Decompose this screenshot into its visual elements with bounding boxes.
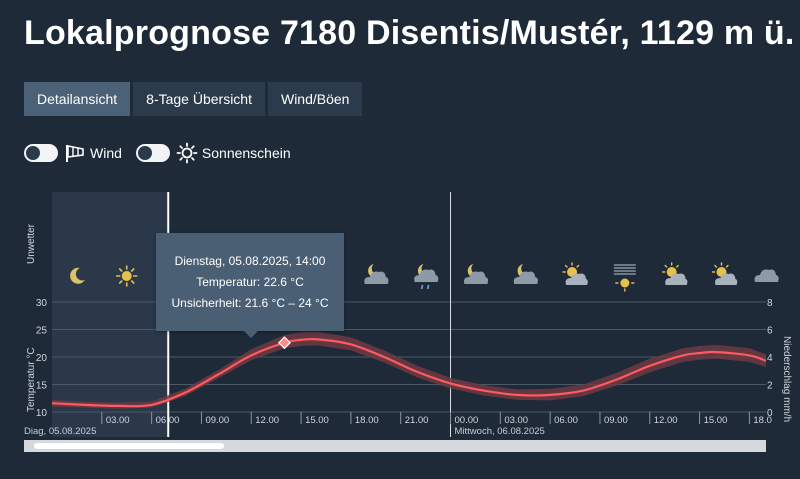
x-tick-label: 15.00 xyxy=(305,415,329,426)
y-right-tick-label: 4 xyxy=(767,353,773,364)
y-left-tick-label: 15 xyxy=(36,381,48,392)
y-left-tick-label: 20 xyxy=(36,353,48,364)
chart-scrollbar[interactable] xyxy=(24,440,766,452)
chart-tooltip: Dienstag, 05.08.2025, 14:00 Temperatur: … xyxy=(156,233,344,331)
x-tick-label: 06.00 xyxy=(156,415,180,426)
x-tick-label: 12.00 xyxy=(255,415,279,426)
y-left-tick-label: 25 xyxy=(36,326,48,337)
tooltip-date: Dienstag, 05.08.2025, 14:00 xyxy=(174,253,326,268)
x-tick-label: 06.00 xyxy=(554,415,578,426)
unwetter-row-label: Unwetter xyxy=(26,223,37,264)
y-right-tick-label: 8 xyxy=(767,298,773,309)
day-label: Mittwoch, 06.08.2025 xyxy=(455,426,545,437)
sunshine-toggle[interactable] xyxy=(135,144,170,162)
sun-cloud-icon xyxy=(661,262,689,286)
highlight-point xyxy=(277,336,291,350)
cloud-moon-icon xyxy=(364,264,389,284)
tooltip-arrow xyxy=(244,331,258,338)
y-right-tick-label: 6 xyxy=(767,326,773,337)
fog-sun-icon xyxy=(613,264,637,292)
y-left-tick-label: 30 xyxy=(36,298,48,309)
chart-background-layer xyxy=(52,192,169,437)
forecast-chart[interactable]: 10 15 20 25 30 0 2 4 6 8 03.00 06.00 09.00 12.00 15.00… xyxy=(0,185,800,440)
wind-toggle-group: Wind xyxy=(24,142,122,164)
x-tick-label: 15.00 xyxy=(704,415,728,426)
layer-toggles: Wind Sonnenschein xyxy=(24,142,305,164)
view-tabs: Detailansicht 8-Tage Übersicht Wind/Böen xyxy=(24,82,363,116)
x-tick-label: 12.00 xyxy=(654,415,678,426)
x-tick-label: 03.00 xyxy=(504,415,528,426)
tooltip-uncertainty: Unsicherheit: 21.6 °C – 24 °C xyxy=(171,295,329,310)
sun-icon xyxy=(115,265,138,287)
y-right-tick-label: 0 xyxy=(767,408,773,419)
sun-cloud-icon xyxy=(562,262,589,286)
wind-toggle-label: Wind xyxy=(90,145,122,161)
sunshine-toggle-knob xyxy=(137,146,152,160)
chart-series-layer xyxy=(51,331,767,409)
x-tick-label: 03.00 xyxy=(106,415,130,426)
x-tick-label: 18.00 xyxy=(355,415,379,426)
windsock-icon xyxy=(66,145,84,162)
y-left-axis-title: Temperatur °C xyxy=(26,347,37,412)
x-tick-label: 00.00 xyxy=(455,415,479,426)
sunshine-toggle-label: Sonnenschein xyxy=(201,145,291,161)
cloud-moon-rain-icon xyxy=(413,263,440,290)
page-title: Lokalprognose 7180 Disentis/Mustér, 1129… xyxy=(24,14,795,52)
cloud-moon-icon xyxy=(463,264,489,284)
x-tick-label: 09.00 xyxy=(604,415,628,426)
temperature-line xyxy=(51,338,767,408)
cloud-moon-icon xyxy=(513,264,538,284)
wind-toggle-knob xyxy=(26,146,40,160)
x-tick-label: 09.00 xyxy=(205,415,229,426)
x-tick-label: 18.0 xyxy=(753,415,772,426)
y-left-tick-label: 10 xyxy=(36,408,48,419)
chart-scrollbar-thumb[interactable] xyxy=(34,443,224,449)
tab-detailansicht[interactable]: Detailansicht xyxy=(24,82,131,116)
x-tick-label: 21.00 xyxy=(405,415,429,426)
tooltip-temperature: Temperatur: 22.6 °C xyxy=(196,274,304,289)
tab-8-tage-uebersicht[interactable]: 8-Tage Übersicht xyxy=(133,82,265,116)
chart-axes: 10 15 20 25 30 0 2 4 6 8 03.00 06.00 09.00 12.00 15.00… xyxy=(24,223,792,437)
y-right-tick-label: 2 xyxy=(767,381,773,392)
night-shade xyxy=(52,192,169,437)
wind-toggle[interactable] xyxy=(24,144,58,162)
y-right-axis-title: Niederschlag mm/h xyxy=(781,336,792,422)
sun-icon xyxy=(176,142,198,164)
day-label: Diag, 05.08.2025 xyxy=(24,426,96,437)
sun-cloud-icon xyxy=(711,262,738,286)
sun-toggle-group: Sonnenschein xyxy=(135,142,291,164)
cloud-icon xyxy=(754,269,779,282)
tab-wind-boeen[interactable]: Wind/Böen xyxy=(267,82,363,116)
